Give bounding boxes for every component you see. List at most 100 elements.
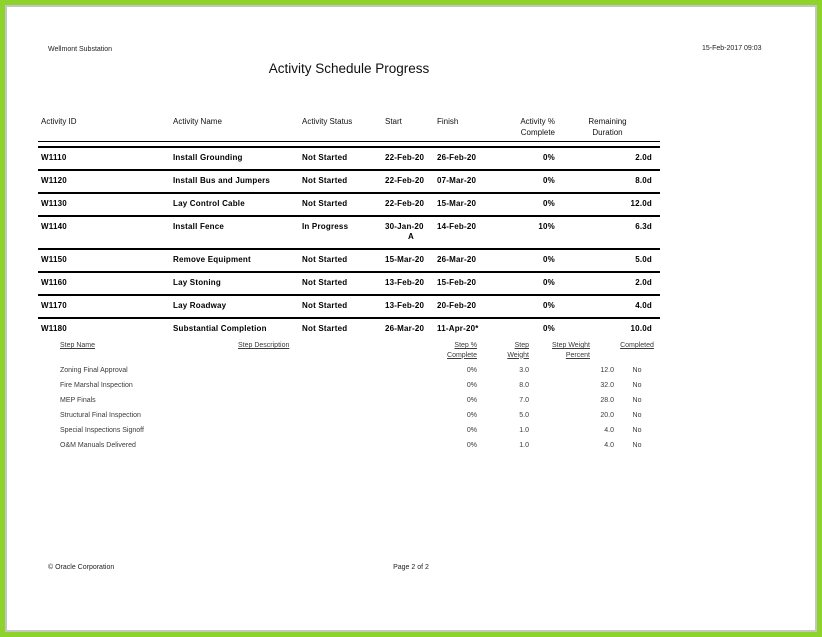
activity-status-cell: Not Started (302, 324, 348, 333)
finish-cell: 20-Feb-20 (437, 301, 477, 310)
column-header: Remaining Duration (588, 117, 627, 137)
start-date: 26-Mar-20 (385, 324, 425, 333)
activity-status-cell: Not Started (302, 278, 348, 287)
activity-name-cell: Install Fence (173, 222, 225, 231)
activity-status-cell: Not Started (302, 153, 348, 162)
percent-complete-cell: 0% (543, 278, 555, 287)
step-row: Zoning Final Approval 0% 3.0 12.0 No (60, 363, 660, 378)
finish-cell: 26-Mar-20 (437, 255, 477, 264)
activity-id-cell: W1170 (41, 301, 67, 310)
activity-id-cell: W1150 (41, 255, 67, 264)
column-header: Activity % Complete (520, 117, 555, 137)
footer-copyright: © Oracle Corporation (48, 564, 115, 571)
start-date: 22-Feb-20 (385, 153, 425, 162)
finish-cell: 15-Feb-20 (437, 278, 477, 287)
activity-status-cell: Not Started (302, 301, 348, 310)
steps-header: Step Name Step Description Step % Complete… (60, 341, 660, 360)
step-completed-cell: No (632, 427, 642, 434)
step-row: O&M Manuals Delivered 0% 1.0 4.0 No (60, 438, 660, 453)
activity-row-grid: W1180 Substantial Completion Not Started 26… (38, 324, 660, 334)
activity-row: W1120 Install Bus and Jumpers Not Started 2… (38, 171, 660, 194)
step-column-header: Completed (620, 342, 654, 349)
step-weight-percent-cell: 4.0 (604, 442, 614, 449)
activity-row-grid: W1110 Install Grounding Not Started 22-Feb-… (38, 153, 660, 163)
step-description-cell (238, 363, 388, 378)
activity-name-cell: Lay Control Cable (173, 199, 245, 208)
step-name-cell: Structural Final Inspection (60, 412, 141, 419)
activity-row-grid: W1130 Lay Control Cable Not Started 22-Feb-… (38, 199, 660, 209)
start-date: 22-Feb-20 (385, 199, 425, 208)
step-name-cell: Zoning Final Approval (60, 367, 128, 374)
start-cell: 30-Jan-20 A (385, 222, 437, 242)
activity-row: W1140 Install Fence In Progress 30-Jan-20 A 1… (38, 217, 660, 250)
start-cell: 13-Feb-20 (385, 278, 437, 288)
step-weight-cell: 5.0 (519, 412, 529, 419)
activity-row-grid: W1160 Lay Stoning Not Started 13-Feb-20 15-F… (38, 278, 660, 288)
percent-complete-cell: 0% (543, 255, 555, 264)
footer-page-number: Page 2 of 2 (393, 564, 429, 571)
header-rule (38, 141, 660, 148)
remaining-duration-cell: 12.0d (630, 199, 652, 208)
step-weight-cell: 1.0 (519, 427, 529, 434)
remaining-duration-cell: 10.0d (630, 324, 652, 333)
activity-id-cell: W1120 (41, 176, 67, 185)
finish-cell: 26-Feb-20 (437, 153, 477, 162)
step-percent-cell: 0% (466, 442, 477, 449)
activity-table: Activity ID Activity Name Activity Status S… (38, 112, 660, 459)
step-name-cell: MEP Finals (60, 397, 96, 404)
step-row: Fire Marshal Inspection 0% 8.0 32.0 No (60, 378, 660, 393)
step-weight-cell: 3.0 (519, 367, 529, 374)
step-row: MEP Finals 0% 7.0 28.0 No (60, 393, 660, 408)
step-column-header: Step Weight (507, 342, 529, 359)
start-cell: 22-Feb-20 (385, 176, 437, 186)
activity-name-cell: Substantial Completion (173, 324, 267, 333)
steps-body: Zoning Final Approval 0% 3.0 12.0 No Fire Mar… (60, 363, 660, 453)
column-header: Activity Status (302, 117, 353, 126)
step-weight-percent-cell: 4.0 (604, 427, 614, 434)
start-cell: 26-Mar-20 (385, 324, 437, 334)
column-header: Activity Name (173, 117, 222, 126)
finish-cell: 14-Feb-20 (437, 222, 477, 231)
step-column-header: Step Description (238, 342, 290, 349)
start-date: 13-Feb-20 (385, 278, 425, 287)
start-date: 30-Jan-20 (385, 222, 424, 231)
column-header: Activity ID (41, 117, 77, 126)
activity-row-grid: W1120 Install Bus and Jumpers Not Started 2… (38, 176, 660, 186)
finish-cell: 15-Mar-20 (437, 199, 477, 208)
step-row: Structural Final Inspection 0% 5.0 20.0 No (60, 408, 660, 423)
step-weight-cell: 7.0 (519, 397, 529, 404)
activity-id-cell: W1140 (41, 222, 67, 231)
activity-status-cell: In Progress (302, 222, 349, 231)
start-date: 13-Feb-20 (385, 301, 425, 310)
step-completed-cell: No (632, 412, 642, 419)
step-column-header: Step Name (60, 342, 96, 349)
activity-id-cell: W1180 (41, 324, 67, 333)
step-description-cell (238, 378, 388, 393)
step-weight-percent-cell: 20.0 (600, 412, 614, 419)
activity-row: W1130 Lay Control Cable Not Started 22-Feb-… (38, 194, 660, 217)
step-weight-cell: 8.0 (519, 382, 529, 389)
activity-row-grid: W1150 Remove Equipment Not Started 15-Mar-2… (38, 255, 660, 265)
step-completed-cell: No (632, 382, 642, 389)
percent-complete-cell: 0% (543, 324, 555, 333)
step-weight-percent-cell: 28.0 (600, 397, 614, 404)
step-column-header: Step % Complete (447, 342, 477, 359)
activity-row: W1110 Install Grounding Not Started 22-Feb-… (38, 148, 660, 171)
activity-id-cell: W1110 (41, 153, 67, 162)
step-weight-percent-cell: 32.0 (600, 382, 614, 389)
report-page: Wellmont Substation 15-Feb-2017 09:03 Ac… (5, 5, 817, 632)
column-header: Start (385, 117, 402, 126)
step-completed-cell: No (632, 442, 642, 449)
start-date: 15-Mar-20 (385, 255, 425, 264)
step-name-cell: O&M Manuals Delivered (60, 442, 136, 449)
activity-row-grid: W1170 Lay Roadway Not Started 13-Feb-20 20-F… (38, 301, 660, 311)
step-row: Special Inspections Signoff 0% 1.0 4.0 No (60, 423, 660, 438)
activity-status-cell: Not Started (302, 176, 348, 185)
start-cell: 22-Feb-20 (385, 153, 437, 163)
steps-subtable: Step Name Step Description Step % Complete… (60, 341, 660, 453)
column-header: Finish (437, 117, 459, 126)
step-description-cell (238, 393, 388, 408)
activity-id-cell: W1160 (41, 278, 67, 287)
step-percent-cell: 0% (466, 427, 477, 434)
